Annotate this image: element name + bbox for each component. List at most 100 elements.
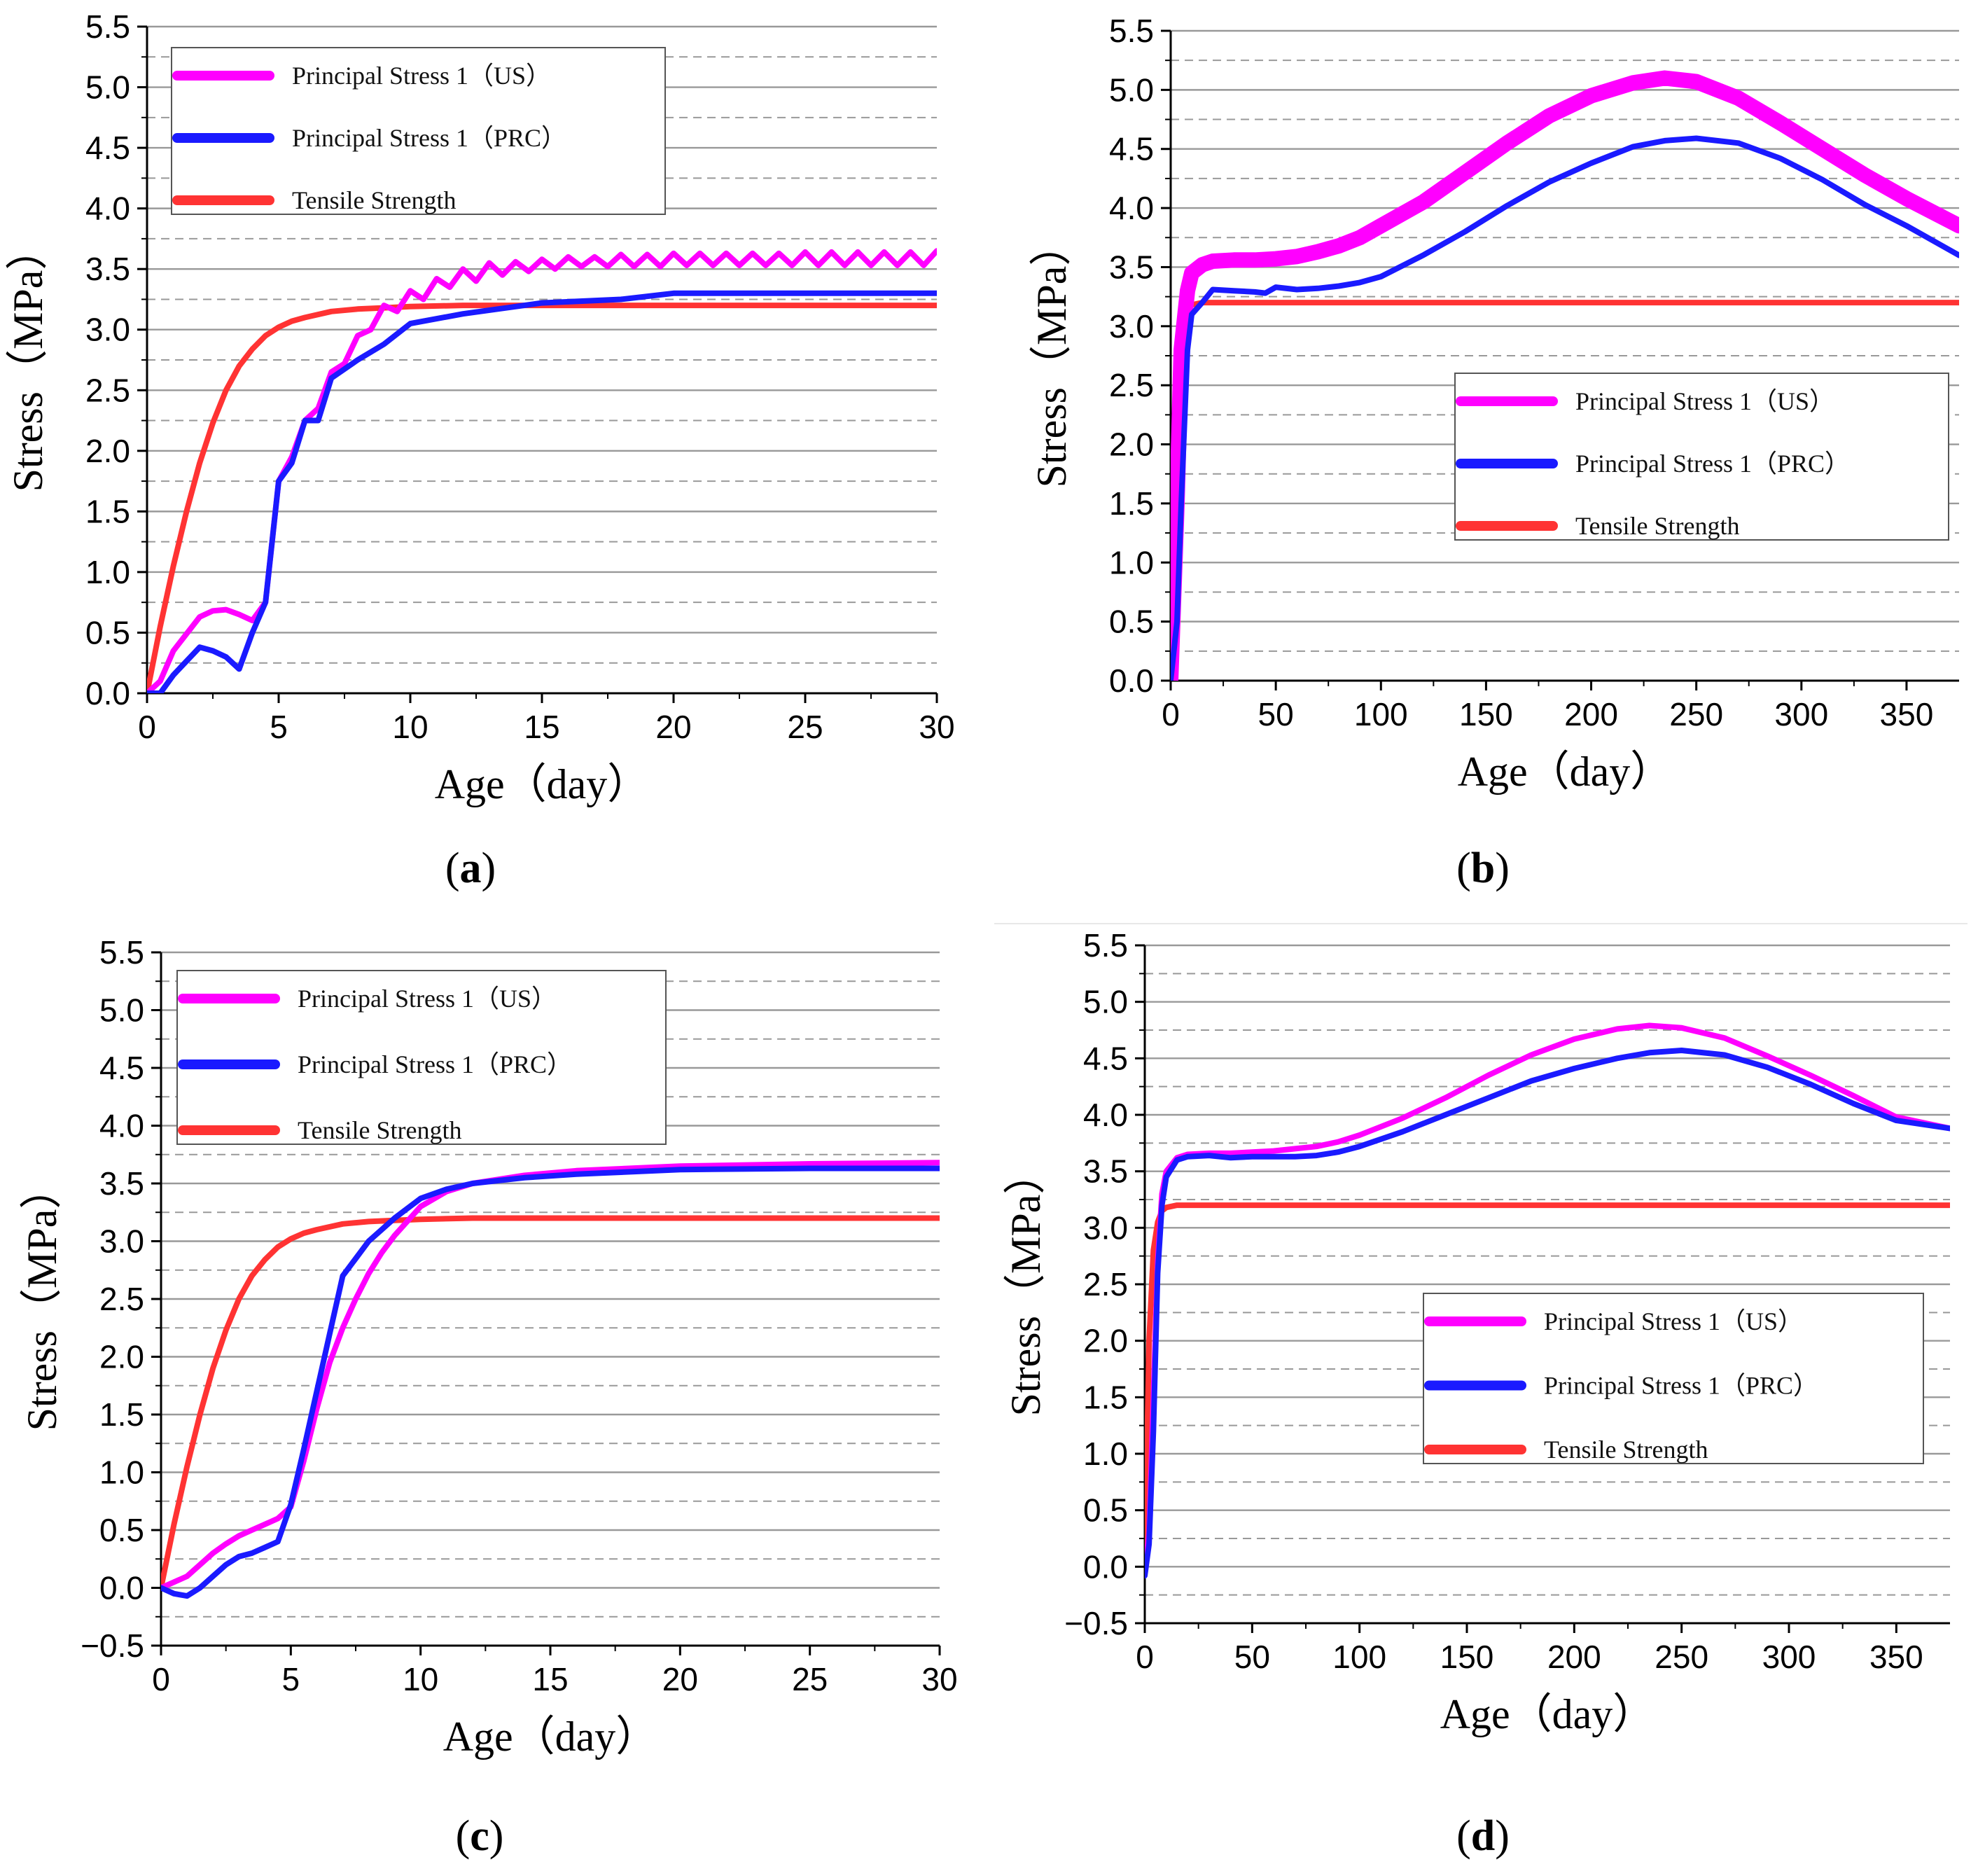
x-tick-label: 25 bbox=[787, 709, 823, 745]
y-tick-label: 5.5 bbox=[85, 8, 130, 45]
y-tick-label: 5.0 bbox=[99, 992, 144, 1029]
y-tick-label: 3.0 bbox=[1109, 308, 1154, 345]
x-axis-label: Age（day） bbox=[1440, 1691, 1655, 1737]
y-tick-label: 2.0 bbox=[99, 1339, 144, 1375]
series-line-tensile bbox=[161, 1215, 940, 1591]
y-tick-label: 3.5 bbox=[1109, 249, 1154, 285]
legend: Principal Stress 1（US） Principal Stress 1… bbox=[171, 47, 666, 215]
x-tick-label: 10 bbox=[392, 709, 428, 745]
y-tick-label: 0.5 bbox=[85, 614, 130, 651]
y-tick-label: 5.0 bbox=[85, 69, 130, 106]
y-tick-label: 5.5 bbox=[1083, 927, 1128, 964]
x-tick-label: 200 bbox=[1547, 1639, 1601, 1675]
x-axis-label: Age（day） bbox=[435, 761, 650, 807]
chart-panel-b: 0.0 0.5 1.0 1.5 2.0 2.5 3.0 3.5 4.0 4.5 5.0 5.5 0 50 1… bbox=[1029, 13, 1959, 892]
legend: Principal Stress 1（US） Principal Stress 1… bbox=[1454, 373, 1949, 541]
y-axis-label: Stress（MPa） bbox=[1003, 1153, 1049, 1417]
x-tick-label: 30 bbox=[919, 709, 954, 745]
x-tick-label: 0 bbox=[1136, 1639, 1154, 1675]
legend: Principal Stress 1（US） Principal Stress 1… bbox=[176, 970, 667, 1145]
y-axis-label: Stress（MPa） bbox=[1029, 224, 1075, 488]
series-line-prc bbox=[147, 290, 937, 693]
y-axis-label: Stress（MPa） bbox=[5, 228, 51, 492]
y-tick-label: 5.5 bbox=[99, 934, 144, 971]
y-tick-label: 0.5 bbox=[1083, 1492, 1128, 1529]
series-line-prc bbox=[1171, 135, 1959, 681]
y-tick-label: 5.0 bbox=[1109, 71, 1154, 108]
y-tick-label: 4.0 bbox=[85, 190, 130, 227]
y-tick-label: 1.0 bbox=[1109, 544, 1154, 581]
legend-label: Principal Stress 1（US） bbox=[1575, 387, 1834, 415]
x-tick-label: 0 bbox=[152, 1661, 170, 1697]
plot-area bbox=[147, 248, 937, 693]
x-tick-label: 50 bbox=[1258, 696, 1294, 732]
y-tick-label: 3.0 bbox=[85, 312, 130, 348]
y-tick-label: 4.0 bbox=[1083, 1097, 1128, 1133]
y-tick-label: 3.0 bbox=[1083, 1209, 1128, 1246]
y-tick-label: 0.5 bbox=[99, 1512, 144, 1548]
y-tick-label: 4.5 bbox=[99, 1050, 144, 1086]
x-tick-label: 250 bbox=[1655, 1639, 1708, 1675]
chart-panel-d: −0.5 0.0 0.5 1.0 1.5 2.0 2.5 3.0 3.5 4.0 4.5 5.0 5.5… bbox=[1003, 927, 1950, 1860]
series-line-prc bbox=[161, 1165, 940, 1599]
legend-label: Principal Stress 1（PRC） bbox=[1544, 1372, 1818, 1400]
y-tick-label: 1.0 bbox=[85, 554, 130, 590]
x-tick-label: 15 bbox=[532, 1661, 568, 1697]
plot-area bbox=[1145, 1022, 1950, 1579]
panel-caption-d: (d) bbox=[1456, 1812, 1510, 1860]
y-tick-label: 3.0 bbox=[99, 1223, 144, 1260]
legend-label: Tensile Strength bbox=[1575, 512, 1739, 540]
legend-label: Principal Stress 1（US） bbox=[292, 62, 551, 90]
x-tick-label: 300 bbox=[1762, 1639, 1816, 1675]
y-tick-label: 0.0 bbox=[1109, 662, 1154, 699]
y-tick-label: 4.0 bbox=[99, 1108, 144, 1144]
x-tick-label: 150 bbox=[1459, 696, 1513, 732]
x-tick-label: 5 bbox=[282, 1661, 300, 1697]
y-tick-label: 0.0 bbox=[85, 675, 130, 711]
y-tick-label: 5.0 bbox=[1083, 984, 1128, 1020]
legend-label: Principal Stress 1（PRC） bbox=[298, 1050, 572, 1078]
plot-area bbox=[161, 1160, 940, 1599]
x-tick-label: 10 bbox=[403, 1661, 438, 1697]
series-line-tensile bbox=[147, 303, 937, 693]
legend-label: Principal Stress 1（US） bbox=[298, 985, 557, 1013]
x-tick-label: 250 bbox=[1669, 696, 1723, 732]
x-tick-label: 25 bbox=[792, 1661, 828, 1697]
y-tick-label: 4.5 bbox=[1083, 1040, 1128, 1076]
x-axis-label: Age（day） bbox=[1458, 749, 1673, 795]
legend-label: Tensile Strength bbox=[1544, 1436, 1708, 1464]
series-line-us bbox=[161, 1160, 940, 1591]
y-tick-label: 3.5 bbox=[1083, 1153, 1128, 1190]
y-tick-label: 0.0 bbox=[1083, 1548, 1128, 1585]
y-tick-label: 1.5 bbox=[85, 493, 130, 529]
x-tick-label: 200 bbox=[1564, 696, 1618, 732]
y-tick-label: 3.5 bbox=[99, 1165, 144, 1202]
y-tick-label: 1.0 bbox=[99, 1454, 144, 1491]
y-tick-label: −0.5 bbox=[81, 1627, 144, 1664]
y-tick-label: 2.0 bbox=[1109, 426, 1154, 463]
legend-label: Principal Stress 1（PRC） bbox=[292, 124, 566, 152]
panel-separator bbox=[994, 923, 1967, 924]
y-tick-label: 2.5 bbox=[85, 372, 130, 408]
y-tick-label: 5.5 bbox=[1109, 13, 1154, 49]
legend-label: Tensile Strength bbox=[292, 186, 456, 214]
x-tick-label: 0 bbox=[138, 709, 156, 745]
panel-caption-b: (b) bbox=[1456, 845, 1510, 892]
x-tick-label: 15 bbox=[524, 709, 559, 745]
legend: Principal Stress 1（US） Principal Stress 1… bbox=[1423, 1293, 1924, 1464]
y-tick-label: 4.5 bbox=[85, 130, 130, 166]
chart-panel-a: 0.0 0.5 1.0 1.5 2.0 2.5 3.0 3.5 4.0 4.5 5.0 5.5 0 5 10… bbox=[5, 8, 955, 892]
x-tick-label: 300 bbox=[1774, 696, 1828, 732]
x-tick-label: 350 bbox=[1880, 696, 1934, 732]
y-tick-label: 0.5 bbox=[1109, 604, 1154, 640]
legend-label: Principal Stress 1（PRC） bbox=[1575, 450, 1850, 478]
plot-area bbox=[1171, 70, 1959, 681]
chart-panel-c: −0.5 0.0 0.5 1.0 1.5 2.0 2.5 3.0 3.5 4.0 4.5 5.0 5.5… bbox=[19, 934, 958, 1860]
y-tick-label: 2.0 bbox=[1083, 1323, 1128, 1359]
x-axis-label: Age（day） bbox=[443, 1714, 658, 1760]
x-tick-label: 30 bbox=[921, 1661, 957, 1697]
x-tick-label: 50 bbox=[1234, 1639, 1270, 1675]
y-tick-label: 4.0 bbox=[1109, 190, 1154, 226]
y-tick-label: 1.5 bbox=[1109, 485, 1154, 522]
